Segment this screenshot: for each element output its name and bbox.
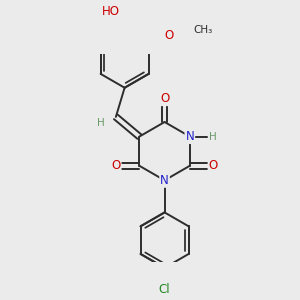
Text: H: H [208,132,216,142]
Text: H: H [98,118,105,128]
Text: O: O [161,92,170,105]
Text: HO: HO [102,5,120,18]
Text: O: O [208,159,218,172]
Text: O: O [164,29,174,43]
Text: Cl: Cl [159,283,170,296]
Text: N: N [185,130,194,143]
Text: CH₃: CH₃ [193,25,212,35]
Text: O: O [111,159,121,172]
Text: N: N [160,174,169,187]
